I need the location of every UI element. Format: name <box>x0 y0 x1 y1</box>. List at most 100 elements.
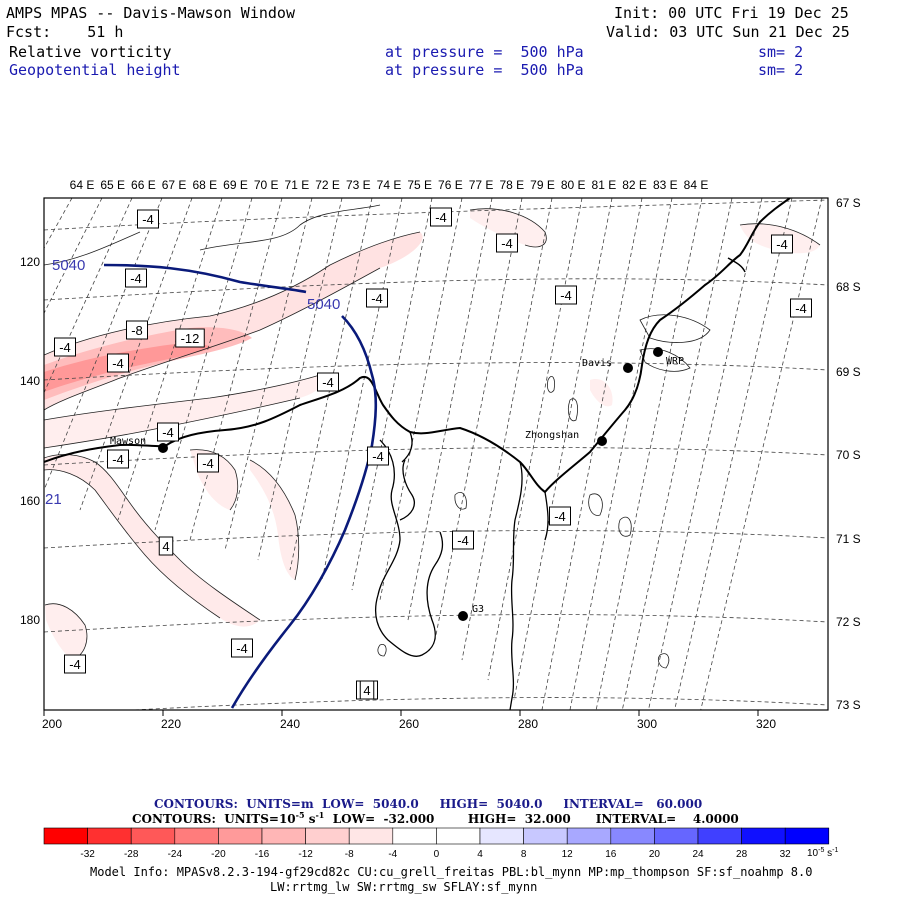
colorbar-label: 12 <box>562 849 574 860</box>
y-tick-label: 120 <box>20 255 40 269</box>
vorticity-label: -4 <box>137 209 159 229</box>
lon-label: 79 E <box>530 178 555 192</box>
colorbar-unit: 10-5 s-1 <box>807 847 838 859</box>
coastline <box>44 198 791 494</box>
station-marker-zhongshan <box>597 436 607 446</box>
colorbar-label: 0 <box>434 849 440 860</box>
x-tick-marks <box>43 710 759 716</box>
init-time: Init: 00 UTC Fri 19 Dec 25 <box>614 4 849 22</box>
y-tick-label: 160 <box>20 494 40 508</box>
colorbar-label: 4 <box>477 849 483 860</box>
lon-label: 84 E <box>684 178 709 192</box>
height-label: 21 <box>45 491 62 508</box>
lon-label: 78 E <box>499 178 524 192</box>
vorticity-label: -4 <box>367 446 389 466</box>
vorticity-label: -4 <box>496 233 518 253</box>
svg-text:-4: -4 <box>112 452 124 467</box>
colorbar-label: 20 <box>649 849 661 860</box>
colorbar-swatch <box>305 827 350 845</box>
colorbar-label: -4 <box>388 849 397 860</box>
lon-label: 69 E <box>223 178 248 192</box>
svg-text:-4: -4 <box>501 236 513 251</box>
colorbar-label: -8 <box>345 849 354 860</box>
lon-label: 83 E <box>653 178 678 192</box>
lat-label: 71 S <box>836 532 861 546</box>
x-tick-label: 320 <box>756 717 776 731</box>
y-tick-label: 180 <box>20 613 40 627</box>
svg-text:4: 4 <box>162 539 169 554</box>
station-marker-davis <box>623 363 633 373</box>
colorbar-swatch <box>479 827 524 845</box>
lon-label: 74 E <box>377 178 402 192</box>
x-tick-label: 200 <box>42 717 62 731</box>
x-tick-label: 220 <box>161 717 181 731</box>
svg-text:-4: -4 <box>162 425 174 440</box>
svg-text:-8: -8 <box>131 323 143 338</box>
colorbar-label: 32 <box>780 849 792 860</box>
lon-label: 81 E <box>592 178 617 192</box>
colorbar-swatch <box>261 827 306 845</box>
vorticity-label: -4 <box>366 288 388 308</box>
field2-smoothing: sm= 2 <box>758 61 804 79</box>
colorbar-swatch <box>87 827 132 845</box>
svg-text:-4: -4 <box>322 375 334 390</box>
vorticity-label: -8 <box>126 320 148 340</box>
colorbar-label: 16 <box>605 849 617 860</box>
colorbar-label: -16 <box>255 849 270 860</box>
svg-text:-4: -4 <box>560 288 572 303</box>
colorbar-label: -32 <box>80 849 95 860</box>
svg-text:-4: -4 <box>142 212 154 227</box>
lat-label: 72 S <box>836 615 861 629</box>
svg-text:-4: -4 <box>112 356 124 371</box>
vorticity-label: -4 <box>430 207 452 227</box>
svg-text:-4: -4 <box>130 271 142 286</box>
lon-label: 71 E <box>285 178 310 192</box>
lon-label: 82 E <box>622 178 647 192</box>
x-tick-label: 300 <box>637 717 657 731</box>
lat-label: 68 S <box>836 280 861 294</box>
vorticity-label: -4 <box>107 449 129 469</box>
vorticity-shading <box>44 208 820 660</box>
y-tick-label: 140 <box>20 374 40 388</box>
forecast-hour: Fcst: 51 h <box>6 23 124 41</box>
colorbar-label: -12 <box>298 849 313 860</box>
colorbar <box>43 827 830 845</box>
station-label-davis: Davis <box>582 358 612 369</box>
svg-text:-4: -4 <box>457 533 469 548</box>
station-label-g3: G3 <box>472 604 484 615</box>
colorbar-swatch <box>784 827 830 845</box>
station-label-zhongshan: Zhongshan <box>525 430 579 441</box>
vorticity-contours <box>44 204 821 669</box>
lat-label: 70 S <box>836 448 861 462</box>
colorbar-swatch <box>436 827 481 845</box>
height-label: 5040 <box>52 257 85 274</box>
colorbar-swatch <box>392 827 437 845</box>
field2-name: Geopotential height <box>9 61 181 79</box>
lon-label: 66 E <box>131 178 156 192</box>
vorticity-label: 4 <box>359 680 375 700</box>
vorticity-label: -4 <box>54 337 76 357</box>
colorbar-label: -28 <box>124 849 139 860</box>
lon-label: 73 E <box>346 178 371 192</box>
model-info-line2: LW:rrtmg_lw SW:rrtmg_sw SFLAY:sf_mynn <box>270 880 538 894</box>
lon-label: 70 E <box>254 178 279 192</box>
field2-pressure: at pressure = 500 hPa <box>385 61 584 79</box>
vorticity-label: -12 <box>175 328 205 348</box>
plot-title: AMPS MPAS -- Davis-Mawson Window <box>6 4 295 22</box>
lon-label: 65 E <box>100 178 125 192</box>
x-tick-label: 260 <box>399 717 419 731</box>
svg-text:-4: -4 <box>776 237 788 252</box>
colorbar-swatch <box>174 827 219 845</box>
svg-text:4: 4 <box>363 683 370 698</box>
station-marker-wrp <box>653 347 663 357</box>
svg-text:-4: -4 <box>795 301 807 316</box>
lon-label: 75 E <box>407 178 432 192</box>
height-contours <box>103 263 378 709</box>
field1-name: Relative vorticity <box>9 43 172 61</box>
svg-text:-4: -4 <box>59 340 71 355</box>
svg-text:-4: -4 <box>69 657 81 672</box>
vorticity-label: -4 <box>107 353 129 373</box>
model-info: Model Info: MPASv8.2.3-194-gf29cd82c CU:… <box>90 865 813 879</box>
vorticity-label: -4 <box>555 285 577 305</box>
svg-text:-4: -4 <box>554 509 566 524</box>
